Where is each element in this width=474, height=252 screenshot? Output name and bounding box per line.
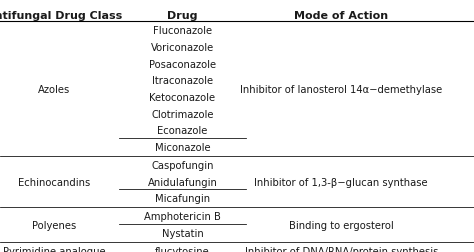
Text: Econazole: Econazole <box>157 126 208 136</box>
Text: Fluconazole: Fluconazole <box>153 26 212 36</box>
Text: Micafungin: Micafungin <box>155 194 210 204</box>
Text: Itraconazole: Itraconazole <box>152 76 213 86</box>
Text: Voriconazole: Voriconazole <box>151 43 214 53</box>
Text: Pyrimidine analogue: Pyrimidine analogue <box>3 246 106 252</box>
Text: flucytosine: flucytosine <box>155 246 210 252</box>
Text: Antifungal Drug Class: Antifungal Drug Class <box>0 11 123 21</box>
Text: Amphotericin B: Amphotericin B <box>144 211 221 222</box>
Text: Drug: Drug <box>167 11 198 21</box>
Text: Inhibitor of 1,3-β−glucan synthase: Inhibitor of 1,3-β−glucan synthase <box>255 177 428 187</box>
Text: Binding to ergosterol: Binding to ergosterol <box>289 220 393 230</box>
Text: Clotrimazole: Clotrimazole <box>151 109 214 119</box>
Text: Caspofungin: Caspofungin <box>151 160 214 170</box>
Text: Echinocandins: Echinocandins <box>18 177 91 187</box>
Text: Ketoconazole: Ketoconazole <box>149 92 216 103</box>
Text: Nystatin: Nystatin <box>162 228 203 238</box>
Text: Mode of Action: Mode of Action <box>294 11 388 21</box>
Text: Miconazole: Miconazole <box>155 142 210 152</box>
Text: Posaconazole: Posaconazole <box>149 59 216 69</box>
Text: Inhibitor of DNA/RNA/protein synthesis: Inhibitor of DNA/RNA/protein synthesis <box>245 246 438 252</box>
Text: Anidulafungin: Anidulafungin <box>147 177 218 187</box>
Text: Azoles: Azoles <box>38 84 71 94</box>
Text: Inhibitor of lanosterol 14α−demethylase: Inhibitor of lanosterol 14α−demethylase <box>240 84 442 94</box>
Text: Polyenes: Polyenes <box>32 220 77 230</box>
